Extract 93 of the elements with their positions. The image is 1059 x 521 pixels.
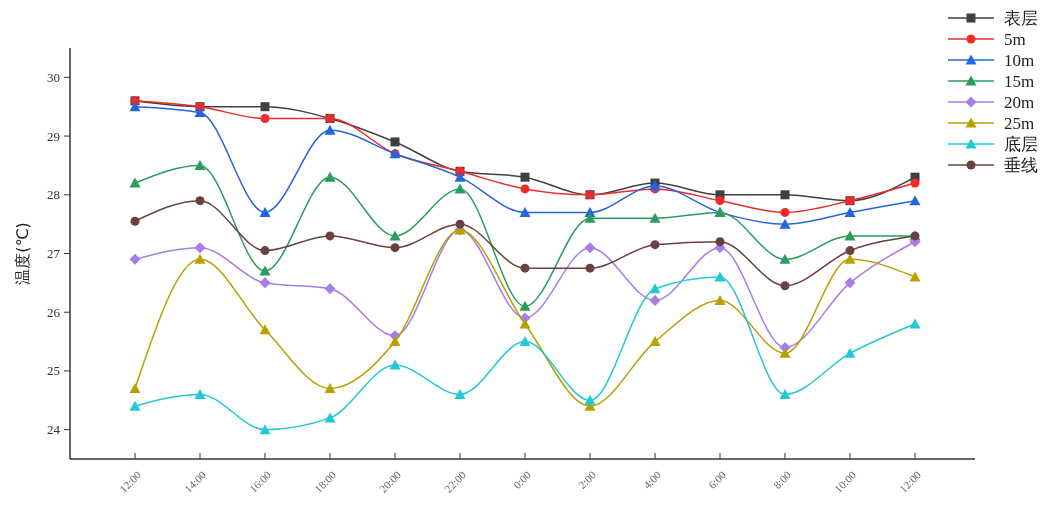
point (194, 107, 206, 118)
point (194, 253, 206, 264)
point (909, 195, 921, 206)
point (649, 294, 661, 306)
y-tick-label: 26 (47, 304, 61, 320)
legend-label: 5m (1004, 29, 1026, 49)
x-tick-label: 6:00 (705, 468, 729, 491)
point (909, 318, 921, 329)
point (780, 281, 790, 291)
point (844, 230, 856, 241)
point (779, 218, 791, 229)
point (194, 242, 206, 254)
point (715, 237, 725, 247)
point (260, 102, 270, 112)
point (324, 412, 336, 423)
point (520, 172, 530, 182)
y-tick-label: 28 (47, 187, 60, 203)
point (194, 388, 206, 399)
point (845, 246, 855, 256)
point (844, 347, 856, 358)
x-tick-label: 2:00 (575, 468, 599, 491)
legend-label: 底层 (1004, 134, 1038, 154)
y-tick-label: 29 (47, 128, 60, 144)
point (780, 207, 790, 217)
point (194, 159, 206, 170)
point (910, 178, 920, 188)
legend-label: 表层 (1004, 8, 1038, 28)
point (324, 283, 336, 295)
point (129, 101, 141, 112)
point (909, 271, 921, 282)
x-tick-label: 4:00 (640, 468, 664, 491)
point (195, 196, 205, 206)
point (389, 336, 401, 347)
x-tick-label: 8:00 (770, 468, 794, 491)
point (454, 183, 466, 194)
point (260, 113, 270, 123)
point (129, 383, 141, 394)
point (844, 277, 856, 289)
legend-label: 垂线 (1004, 155, 1038, 175)
point (650, 240, 660, 250)
point (130, 216, 140, 226)
point (454, 388, 466, 399)
point (389, 230, 401, 241)
point (324, 124, 336, 135)
y-tick-label: 24 (47, 422, 61, 438)
point (519, 206, 531, 217)
point (389, 359, 401, 370)
point (259, 424, 271, 435)
point (390, 137, 400, 147)
point (519, 318, 531, 329)
point (649, 283, 661, 294)
point (129, 177, 141, 188)
x-tick-label: 0:00 (510, 468, 534, 491)
point (585, 263, 595, 273)
point (649, 212, 661, 223)
point (780, 190, 790, 200)
point (324, 171, 336, 182)
point (779, 388, 791, 399)
point (519, 336, 531, 347)
point (714, 294, 726, 305)
point (520, 184, 530, 194)
point (649, 336, 661, 347)
legend-label: 15m (1004, 71, 1035, 91)
point (259, 277, 271, 289)
point (714, 271, 726, 282)
point (325, 231, 335, 241)
point (390, 243, 400, 253)
point (584, 212, 596, 223)
y-tick-label: 30 (47, 69, 60, 85)
point (129, 400, 141, 411)
point (129, 253, 141, 265)
y-tick-label: 25 (47, 363, 60, 379)
point (519, 300, 531, 311)
point (455, 219, 465, 229)
point (779, 253, 791, 264)
point (520, 263, 530, 273)
y-tick-label: 27 (47, 246, 61, 262)
point (584, 242, 596, 254)
point (454, 171, 466, 182)
y-axis-title: 温度(℃) (13, 222, 32, 285)
point (259, 265, 271, 276)
point (844, 206, 856, 217)
point (260, 246, 270, 256)
point (844, 253, 856, 264)
point (259, 324, 271, 335)
legend-label: 10m (1004, 50, 1035, 70)
point (584, 394, 596, 405)
legend-label: 20m (1004, 92, 1035, 112)
point (779, 347, 791, 358)
point (324, 383, 336, 394)
legend-label: 25m (1004, 113, 1035, 133)
point (259, 206, 271, 217)
point (715, 196, 725, 206)
